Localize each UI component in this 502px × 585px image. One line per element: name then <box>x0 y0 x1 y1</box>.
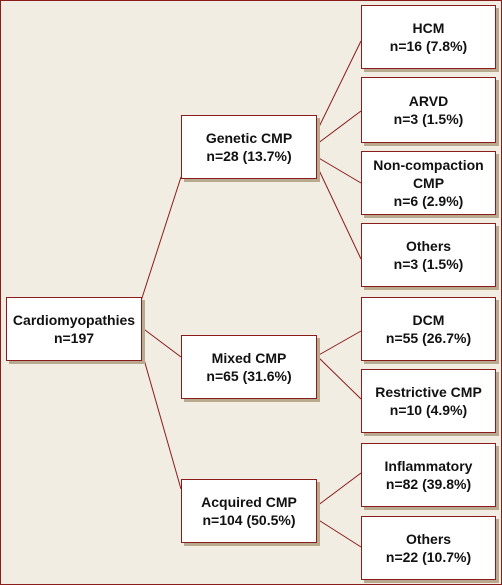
group-acquired-cmp: Acquired CMP n=104 (50.5%) <box>181 479 317 543</box>
leaf-title: ARVD <box>408 93 449 109</box>
leaf-title: Non-compaction <box>373 157 484 173</box>
group-title: Acquired CMP <box>201 494 297 510</box>
leaf-title: Others <box>405 238 452 254</box>
leaf-title-line2: CMP <box>412 175 445 191</box>
group-count: n=104 (50.5%) <box>202 512 296 528</box>
link-genetic-noncompaction <box>316 156 362 184</box>
leaf-non-compaction: Non-compaction CMP n=6 (2.9%) <box>361 151 496 215</box>
leaf-count: n=3 (1.5%) <box>393 111 464 127</box>
group-genetic-cmp: Genetic CMP n=28 (13.7%) <box>181 115 317 179</box>
root-node: Cardiomyopathies n=197 <box>6 297 142 361</box>
group-count: n=28 (13.7%) <box>206 148 292 164</box>
link-root-genetic <box>140 176 182 302</box>
leaf-title: Inflammatory <box>384 458 473 474</box>
leaf-genetic-others: Others n=3 (1.5%) <box>361 223 496 287</box>
leaf-count: n=22 (10.7%) <box>385 549 472 565</box>
link-acquired-inflammatory <box>316 472 362 507</box>
leaf-count: n=10 (4.9%) <box>389 402 468 418</box>
leaf-title: Others <box>405 531 452 547</box>
leaf-title: HCM <box>412 20 445 36</box>
link-mixed-dcm <box>316 330 362 357</box>
leaf-arvd: ARVD n=3 (1.5%) <box>361 77 496 143</box>
link-genetic-others <box>316 165 362 260</box>
link-mixed-restrictive <box>316 355 362 400</box>
leaf-acquired-others: Others n=22 (10.7%) <box>361 516 496 580</box>
link-root-acquired <box>140 348 182 490</box>
group-title: Mixed CMP <box>211 350 287 366</box>
leaf-title: Restrictive CMP <box>375 384 482 400</box>
link-genetic-arvd <box>316 110 362 145</box>
link-root-mixed <box>140 326 182 358</box>
link-genetic-hcm <box>316 40 362 132</box>
root-count: n=197 <box>53 330 95 346</box>
group-title: Genetic CMP <box>205 130 293 146</box>
group-mixed-cmp: Mixed CMP n=65 (31.6%) <box>181 335 317 399</box>
leaf-count: n=6 (2.9%) <box>393 193 464 209</box>
leaf-inflammatory: Inflammatory n=82 (39.8%) <box>361 443 496 507</box>
leaf-count: n=16 (7.8%) <box>389 38 468 54</box>
group-count: n=65 (31.6%) <box>206 368 292 384</box>
leaf-count: n=3 (1.5%) <box>393 256 464 272</box>
leaf-count: n=55 (26.7%) <box>385 330 472 346</box>
leaf-hcm: HCM n=16 (7.8%) <box>361 5 496 69</box>
link-acquired-others <box>316 518 362 548</box>
root-title: Cardiomyopathies <box>12 312 136 328</box>
leaf-title: DCM <box>412 312 445 328</box>
leaf-count: n=82 (39.8%) <box>385 476 472 492</box>
leaf-restrictive: Restrictive CMP n=10 (4.9%) <box>361 369 496 433</box>
leaf-dcm: DCM n=55 (26.7%) <box>361 297 496 361</box>
